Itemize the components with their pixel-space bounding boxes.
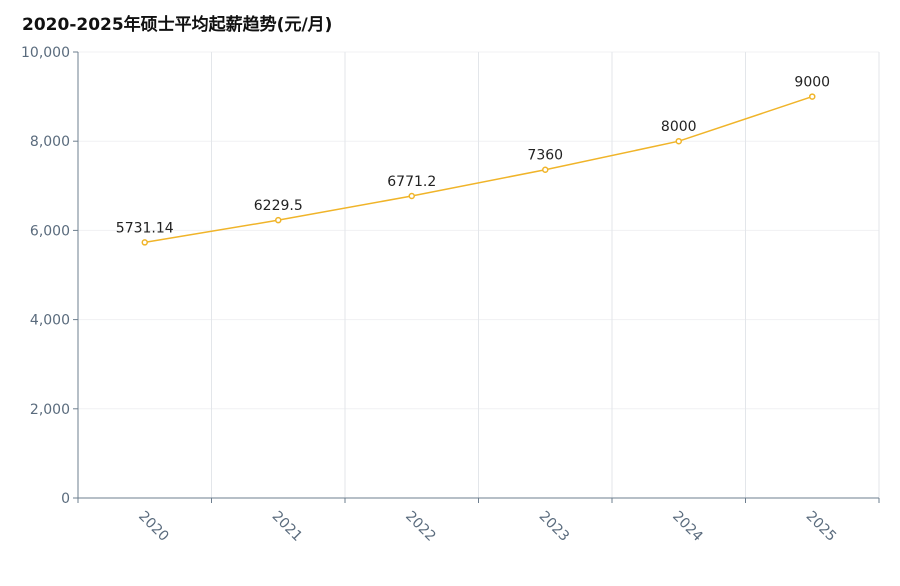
- data-point: [275, 216, 282, 224]
- y-tick-label: 6,000: [30, 223, 70, 239]
- data-point: [809, 93, 816, 100]
- data-label: 6229.5: [254, 198, 303, 214]
- x-tick-label: 2023: [536, 508, 573, 545]
- x-tick-label: 2022: [402, 508, 439, 545]
- data-label: 5731.14: [116, 220, 174, 236]
- y-tick-label: 8,000: [30, 134, 70, 150]
- x-tick-label: 2024: [669, 508, 706, 545]
- data-label: 8000: [661, 119, 697, 135]
- data-point: [675, 137, 682, 145]
- x-tick-label: 2025: [803, 508, 840, 545]
- data-label: 7360: [527, 148, 563, 164]
- data-label: 9000: [794, 75, 830, 91]
- series-line: [144, 95, 813, 244]
- series-layer: [141, 93, 816, 246]
- data-label: 6771.2: [387, 174, 436, 190]
- data-point: [408, 192, 415, 200]
- x-tick-label: 2020: [135, 508, 172, 545]
- data-point: [141, 239, 148, 246]
- data-labels: 5731.14 6229.5 6771.2 7360 8000 9000: [116, 75, 830, 237]
- y-tick-label: 0: [61, 491, 70, 507]
- grid-lines: [78, 51, 880, 498]
- y-tick-label: 4,000: [30, 313, 70, 329]
- x-tick-label: 2021: [269, 508, 306, 545]
- data-point: [542, 166, 549, 173]
- y-tick-label: 2,000: [30, 402, 70, 418]
- chart-title: 2020-2025年硕士平均起薪趋势(元/月): [22, 15, 333, 35]
- y-tick-label: 10,000: [21, 45, 70, 61]
- axes: 0 2,000 4,000 6,000 8,000 10,000 2020 2021 2022 2…: [21, 45, 880, 545]
